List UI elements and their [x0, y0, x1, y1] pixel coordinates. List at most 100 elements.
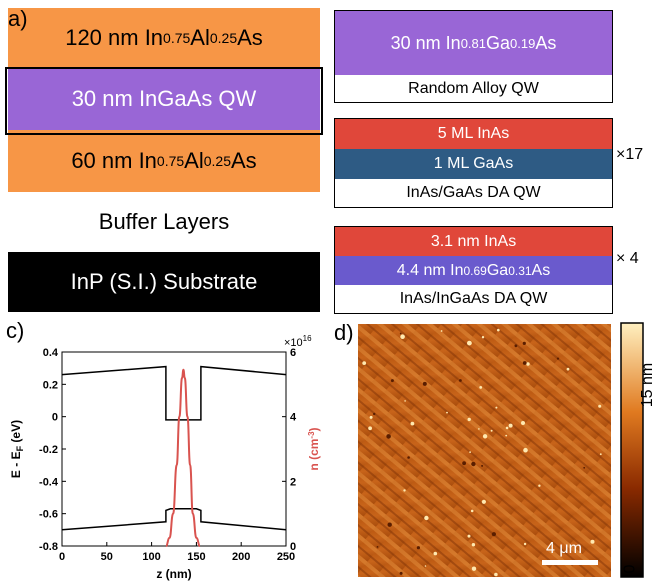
- post-0: As: [237, 25, 263, 50]
- afm-grain: [470, 509, 474, 513]
- afm-grain: [404, 400, 406, 402]
- buffer-text: Buffer Layers: [98, 209, 230, 234]
- y-left-tick-label: 0.4: [43, 347, 59, 359]
- afm-grain: [599, 453, 602, 456]
- afm-grain: [467, 534, 471, 538]
- scale-bar: [542, 560, 598, 565]
- y-left-tick-label: -0.4: [39, 476, 59, 488]
- mid-2: Al: [184, 148, 204, 173]
- layer-buffer: Buffer Layers: [8, 192, 320, 252]
- afm-grain: [481, 499, 486, 504]
- afm-grain: [467, 417, 471, 422]
- x-tick-label: 0: [59, 551, 65, 563]
- afm-grain: [424, 565, 427, 567]
- scale-bar-label: 4 μm: [546, 540, 582, 557]
- afm-grain: [583, 466, 586, 469]
- afm-grain: [386, 434, 391, 439]
- afm-grain: [491, 532, 496, 537]
- y-right-tick-label: 0: [290, 541, 296, 553]
- afm-grain: [440, 330, 443, 332]
- inas-gaas-caption-text: InAs/GaAs DA QW: [406, 184, 541, 201]
- afm-grain: [497, 328, 500, 332]
- afm-grain: [471, 543, 476, 547]
- inas-ingaas-caption-text: InAs/InGaAs DA QW: [399, 290, 548, 307]
- gaas-text: 1 ML GaAs: [433, 155, 514, 172]
- inas-31-text: 3.1 nm InAs: [430, 232, 517, 250]
- ra-pre: 30 nm In: [390, 32, 461, 53]
- afm-grain: [399, 332, 402, 335]
- repeat-4: × 4: [616, 250, 639, 267]
- afm-grain: [387, 522, 392, 527]
- y-left-tick-label: 0: [52, 412, 58, 424]
- afm-grain: [416, 546, 420, 550]
- afm-grain: [467, 340, 472, 346]
- afm-grain: [424, 515, 429, 521]
- y-right-tick-label: 4: [290, 412, 297, 424]
- afm-grain: [522, 341, 526, 345]
- ra-mid: Ga: [486, 32, 511, 53]
- random-alloy-box: 30 nm In 0.81 Ga 0.19 As Random Alloy QW: [334, 10, 613, 103]
- sub-3: 0.25: [203, 153, 231, 169]
- conduction-band-line: [61, 365, 287, 421]
- ra-post: As: [535, 32, 557, 53]
- density-line: [165, 368, 201, 547]
- y-left-tick-label: -0.6: [39, 509, 58, 521]
- inas-layer: 5 ML InAs: [335, 119, 612, 149]
- layer-bottom-inalas: 60 nm In 0.75 Al 0.25 As: [8, 130, 320, 192]
- colorbar: [620, 322, 644, 578]
- sub-2: 0.75: [156, 153, 185, 169]
- afm-grain: [399, 571, 403, 575]
- afm-grain: [471, 566, 477, 571]
- afm-grain: [495, 406, 498, 409]
- afm-grain: [505, 434, 508, 437]
- afm-grain: [494, 572, 498, 577]
- inas-gaas-caption: InAs/GaAs DA QW: [335, 179, 612, 207]
- substrate-text: InP (S.I.) Substrate: [70, 269, 258, 294]
- y-right-tick-label: 2: [290, 476, 296, 488]
- x-tick-label: 100: [142, 551, 160, 563]
- random-alloy-layer: 30 nm In 0.81 Ga 0.19 As: [335, 11, 612, 75]
- afm-grain: [490, 429, 493, 432]
- inas-text: 5 ML InAs: [437, 125, 510, 142]
- panel-d-label: d): [334, 320, 354, 345]
- afm-grain: [362, 361, 367, 365]
- afm-grain: [369, 415, 373, 419]
- afm-grain: [481, 464, 484, 467]
- afm-grain: [469, 451, 471, 453]
- ig-pre: 4.4 nm In: [396, 261, 464, 279]
- qw-highlight-box: [5, 67, 323, 135]
- plot-frame: [61, 351, 287, 547]
- afm-grain: [481, 336, 485, 339]
- afm-grain: [521, 421, 525, 425]
- y-left-tick-label: -0.2: [39, 444, 58, 456]
- colorbar-min-label: 0: [621, 564, 639, 574]
- band-diagram-chart: 0 50 100 150 200 250 -0.8 -0.6 -0.4 -0.2 0 0.2 0.4 0 2…: [9, 334, 321, 581]
- panel-a-label: a): [8, 6, 28, 31]
- inas-ingaas-caption: InAs/InGaAs DA QW: [335, 285, 612, 313]
- afm-grain: [403, 489, 406, 492]
- afm-image: [358, 324, 611, 577]
- ra-s1: 0.81: [460, 35, 486, 51]
- afm-grain: [459, 379, 462, 382]
- afm-grain: [505, 426, 509, 430]
- afm-grain: [407, 456, 410, 459]
- ra-s2: 0.19: [510, 35, 536, 51]
- panel-a: 120 nm In 0.75 Al 0.25 As 30 nm InGaAs QW 60…: [8, 8, 320, 312]
- post-2: As: [230, 148, 257, 173]
- x-axis-label: z (nm): [156, 567, 191, 581]
- ingaas-44-layer: 4.4 nm In 0.69 Ga 0.31 As: [335, 256, 612, 285]
- ig-post: As: [531, 261, 551, 279]
- afm-grain: [590, 539, 595, 544]
- y-left-tick-label: 0.2: [43, 379, 58, 391]
- x-tick-label: 50: [101, 551, 113, 563]
- sub-1: 0.25: [209, 30, 238, 46]
- afm-grain: [523, 447, 528, 453]
- afm-grains: [362, 328, 602, 577]
- sub-0: 0.75: [163, 30, 191, 46]
- afm-grain: [400, 334, 405, 339]
- x-tick-label: 250: [277, 551, 295, 563]
- ingaas-qw-text: 30 nm InGaAs QW: [71, 86, 257, 111]
- valence-band-line: [61, 508, 287, 531]
- afm-grain: [373, 412, 376, 416]
- ig-mid: Ga: [486, 261, 509, 279]
